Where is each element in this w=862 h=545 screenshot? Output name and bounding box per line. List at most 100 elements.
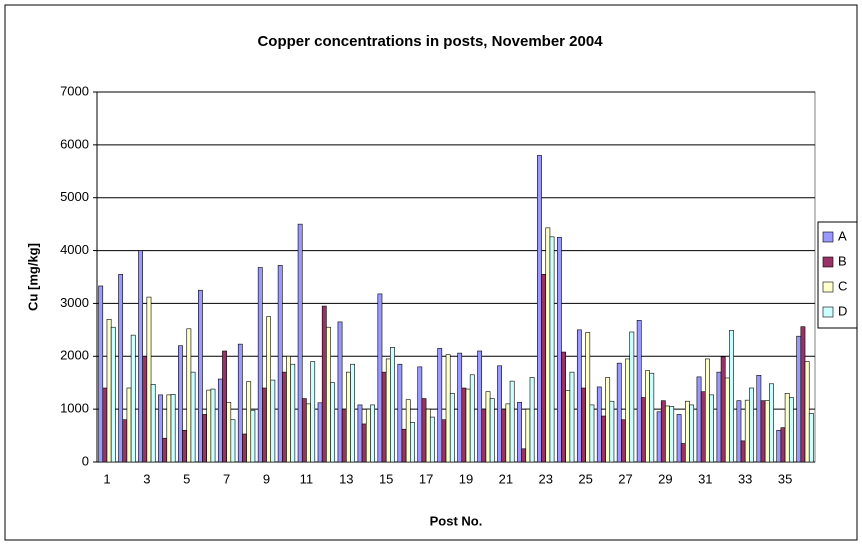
bar <box>760 400 766 463</box>
bar <box>808 413 814 463</box>
legend-label: A <box>838 228 847 243</box>
bar <box>656 411 662 463</box>
bar <box>497 365 502 463</box>
bar <box>729 330 734 463</box>
x-tick-label: 19 <box>459 471 473 486</box>
y-tick-label: 3000 <box>60 295 89 310</box>
bar <box>158 394 163 463</box>
bar <box>150 383 156 463</box>
bar <box>769 383 774 463</box>
bar <box>441 419 447 463</box>
bar <box>649 372 655 463</box>
bar <box>310 361 316 463</box>
bar <box>609 400 615 463</box>
bar <box>138 250 143 463</box>
bar <box>102 387 108 463</box>
bar <box>297 223 303 463</box>
plot-area <box>96 91 816 463</box>
bar <box>521 448 527 463</box>
bar <box>485 391 491 463</box>
x-tick-label: 25 <box>578 471 592 486</box>
bar <box>98 285 104 463</box>
bar <box>481 408 487 463</box>
bar <box>370 404 375 463</box>
bar <box>660 400 666 463</box>
bar <box>361 423 367 463</box>
bar <box>720 356 726 463</box>
bar <box>457 352 463 463</box>
bar <box>301 398 307 463</box>
bar <box>585 332 591 463</box>
bar <box>262 387 267 463</box>
bar <box>357 404 363 463</box>
x-tick-label: 27 <box>618 471 632 486</box>
x-tick-label: 17 <box>419 471 433 486</box>
bar <box>461 387 467 463</box>
bar <box>596 386 602 463</box>
bar <box>716 371 722 463</box>
x-tick-label: 21 <box>499 471 513 486</box>
bar <box>445 354 451 463</box>
bar <box>257 267 263 463</box>
bar <box>290 363 296 463</box>
x-tick-label: 1 <box>103 471 110 486</box>
chart-title: Copper concentrations in posts, November… <box>257 33 603 50</box>
bar <box>784 392 790 463</box>
bar <box>350 363 355 463</box>
bar <box>190 371 196 463</box>
bar <box>397 363 403 463</box>
bar <box>206 389 212 463</box>
x-tick-label: 9 <box>263 471 270 486</box>
bar <box>605 377 611 463</box>
bar <box>277 265 283 463</box>
bar <box>421 398 427 463</box>
bar <box>417 366 423 463</box>
bar <box>266 316 272 463</box>
x-tick-label: 23 <box>539 471 553 486</box>
bar <box>776 429 782 463</box>
bar <box>246 381 252 463</box>
bar <box>330 382 336 463</box>
y-tick-label: 4000 <box>60 242 89 257</box>
bar <box>576 329 582 463</box>
bar <box>118 274 124 463</box>
bar <box>178 345 183 463</box>
bar <box>306 403 311 463</box>
y-tick-label: 7000 <box>60 83 89 98</box>
bar <box>166 394 172 463</box>
legend-label: D <box>838 303 847 318</box>
x-tick-label: 5 <box>183 471 190 486</box>
bar <box>337 321 343 463</box>
bar <box>589 404 595 463</box>
bar <box>517 401 522 463</box>
bar <box>242 433 247 463</box>
bar <box>250 409 256 463</box>
bar <box>377 293 383 463</box>
bar <box>106 318 112 463</box>
bar <box>665 405 670 463</box>
bar <box>222 350 227 463</box>
bar <box>749 387 754 463</box>
bar <box>505 403 511 463</box>
bar <box>130 334 136 463</box>
bar <box>709 394 714 463</box>
x-tick-label: 11 <box>300 471 314 486</box>
bar <box>489 398 495 463</box>
bar <box>685 400 690 463</box>
y-tick-label: 5000 <box>60 189 89 204</box>
legend-swatch <box>822 231 834 243</box>
x-axis-title: Post No. <box>430 513 483 528</box>
bar <box>122 419 128 463</box>
bar <box>346 371 351 463</box>
bar <box>501 408 507 463</box>
bar <box>705 358 710 463</box>
y-tick-label: 6000 <box>60 136 89 151</box>
bar <box>162 437 168 463</box>
bar <box>182 429 188 463</box>
bar <box>110 326 116 463</box>
bar <box>525 408 531 463</box>
bar <box>800 326 806 463</box>
bar <box>640 397 646 463</box>
bar <box>390 346 395 463</box>
